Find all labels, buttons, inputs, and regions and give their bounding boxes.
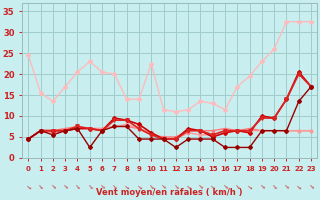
Text: →: → xyxy=(271,183,278,190)
Text: →: → xyxy=(37,183,44,190)
Text: →: → xyxy=(197,183,204,190)
Text: →: → xyxy=(123,183,130,190)
Text: →: → xyxy=(61,183,69,190)
Text: →: → xyxy=(111,183,118,190)
Text: →: → xyxy=(172,183,180,190)
Text: →: → xyxy=(49,183,57,190)
Text: →: → xyxy=(160,183,167,190)
Text: →: → xyxy=(283,183,290,190)
Text: →: → xyxy=(246,183,253,190)
Text: →: → xyxy=(258,183,266,190)
Text: →: → xyxy=(148,183,155,190)
Text: →: → xyxy=(135,183,143,190)
Text: →: → xyxy=(234,183,241,190)
Text: →: → xyxy=(308,183,315,190)
Text: →: → xyxy=(86,183,93,190)
Text: →: → xyxy=(99,183,106,190)
Text: →: → xyxy=(185,183,192,190)
Text: →: → xyxy=(209,183,216,190)
X-axis label: Vent moyen/en rafales ( km/h ): Vent moyen/en rafales ( km/h ) xyxy=(96,188,243,197)
Text: →: → xyxy=(25,183,32,190)
Text: →: → xyxy=(221,183,229,190)
Text: →: → xyxy=(295,183,302,190)
Text: →: → xyxy=(74,183,81,190)
